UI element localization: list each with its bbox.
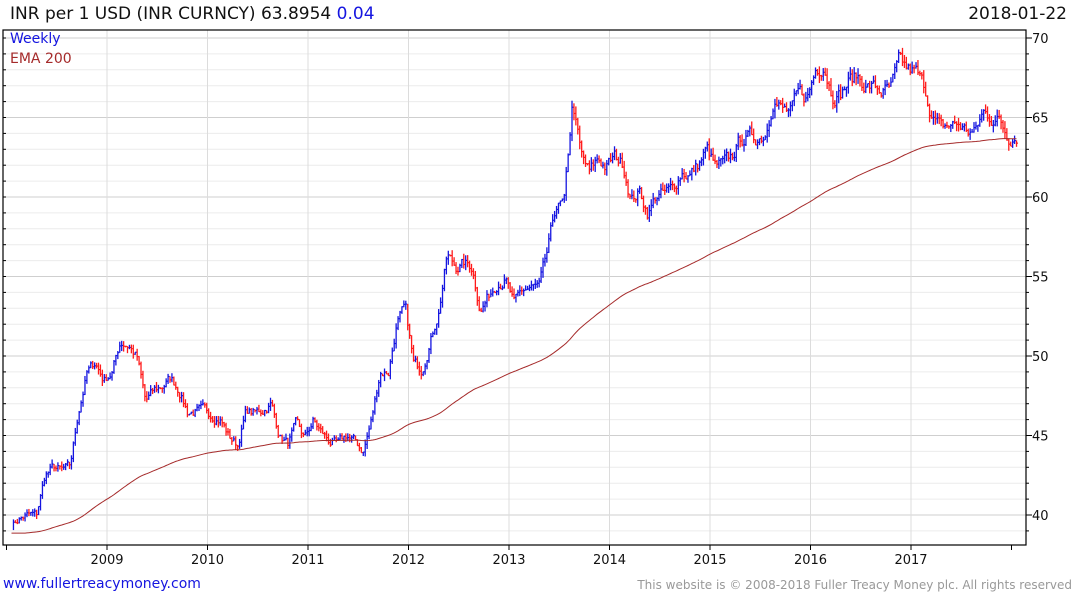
x-tick-label: 2011 (291, 553, 324, 568)
y-tick-label: 45 (1032, 430, 1049, 445)
x-tick-label: 2009 (90, 553, 123, 568)
x-tick-label: 2012 (392, 553, 425, 568)
legend-weekly: Weekly (10, 31, 61, 47)
title-text: INR per 1 USD (INR CURNCY) 63.8954 (10, 4, 332, 24)
plot-border (2, 29, 1027, 546)
y-tick-label: 65 (1032, 112, 1049, 127)
x-tick-label: 2010 (191, 553, 224, 568)
y-tick-label: 55 (1032, 271, 1049, 286)
x-tick-label: 2016 (794, 553, 827, 568)
change-value: 0.04 (336, 4, 375, 24)
website-link[interactable]: www.fullertreacymoney.com (3, 576, 201, 592)
price-chart: 2009 2010 2011 2012 2013 2014 2015 2016 2017 40 45… (2, 29, 1049, 568)
x-tick-label: 2015 (693, 553, 726, 568)
price-bars (12, 47, 1019, 531)
x-tick-label: 2013 (492, 553, 525, 568)
y-tick-label: 50 (1032, 350, 1049, 365)
legend-ema: EMA 200 (10, 51, 72, 67)
y-tick-label: 70 (1032, 32, 1049, 47)
y-tick-label: 40 (1032, 509, 1049, 524)
copyright-text: This website is © 2008-2018 Fuller Treac… (637, 578, 1072, 592)
x-tick-label: 2014 (593, 553, 626, 568)
ema-line (11, 138, 1017, 534)
y-tick-label: 60 (1032, 191, 1049, 206)
chart-date: 2018-01-22 (968, 4, 1067, 24)
x-tick-label: 2017 (894, 553, 927, 568)
chart-title: INR per 1 USD (INR CURNCY) 63.8954 0.04 (10, 4, 375, 24)
